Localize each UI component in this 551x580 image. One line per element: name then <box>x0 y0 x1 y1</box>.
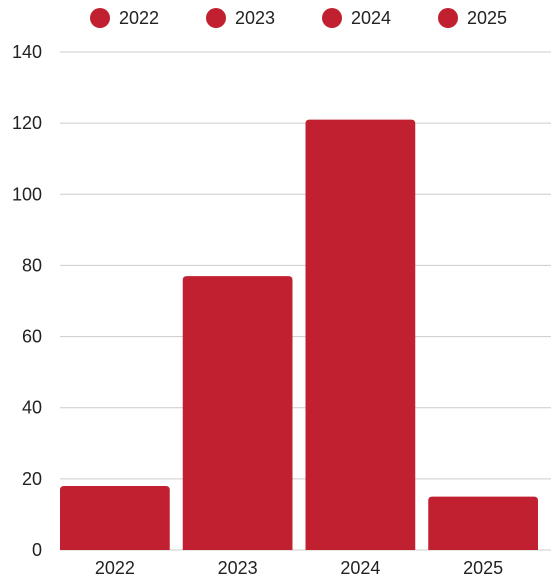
y-tick-label: 20 <box>22 469 42 489</box>
y-tick-label: 120 <box>12 113 42 133</box>
y-tick-label: 80 <box>22 255 42 275</box>
legend-label: 2024 <box>351 8 391 28</box>
y-tick-label: 0 <box>32 540 42 560</box>
x-tick-label: 2024 <box>340 558 380 578</box>
legend-marker-icon <box>90 8 110 28</box>
x-tick-label: 2025 <box>463 558 503 578</box>
y-tick-label: 140 <box>12 42 42 62</box>
legend[interactable]: 2022 2023 2024 2025 <box>90 8 507 28</box>
legend-item-2023[interactable]: 2023 <box>206 8 275 28</box>
bar-2022[interactable] <box>60 485 170 550</box>
x-tick-label: 2022 <box>95 558 135 578</box>
legend-marker-icon <box>206 8 226 28</box>
legend-marker-icon <box>322 8 342 28</box>
legend-item-2022[interactable]: 2022 <box>90 8 159 28</box>
bar-2024[interactable] <box>305 119 416 550</box>
legend-label: 2023 <box>235 8 275 28</box>
legend-marker-icon <box>438 8 458 28</box>
bar-2023[interactable] <box>182 276 293 550</box>
legend-item-2024[interactable]: 2024 <box>322 8 391 28</box>
y-tick-label: 40 <box>22 398 42 418</box>
bar-2025[interactable] <box>428 496 538 550</box>
legend-item-2025[interactable]: 2025 <box>438 8 507 28</box>
x-tick-label: 2023 <box>218 558 258 578</box>
y-tick-label: 60 <box>22 327 42 347</box>
bars <box>60 119 538 550</box>
axes: 0 20 40 60 80 100 120 140 2022 2023 2024 2025 <box>12 42 503 578</box>
y-tick-label: 100 <box>12 184 42 204</box>
legend-label: 2022 <box>119 8 159 28</box>
legend-label: 2025 <box>467 8 507 28</box>
